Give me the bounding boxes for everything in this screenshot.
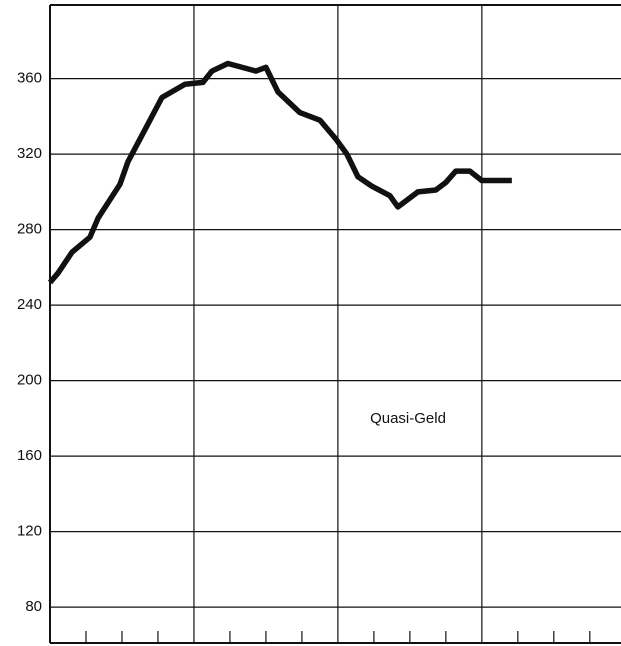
y-tick-label: 120 xyxy=(17,523,42,540)
y-tick-label: 240 xyxy=(17,296,42,313)
y-tick-label: 200 xyxy=(17,372,42,389)
y-tick-label: 320 xyxy=(17,145,42,162)
y-tick-label: 160 xyxy=(17,447,42,464)
y-tick-label: 360 xyxy=(17,70,42,87)
line-series xyxy=(47,60,512,285)
y-tick-label: 280 xyxy=(17,221,42,238)
annotation: Quasi-Geld xyxy=(370,410,446,427)
y-tick-label: 80 xyxy=(25,598,42,615)
